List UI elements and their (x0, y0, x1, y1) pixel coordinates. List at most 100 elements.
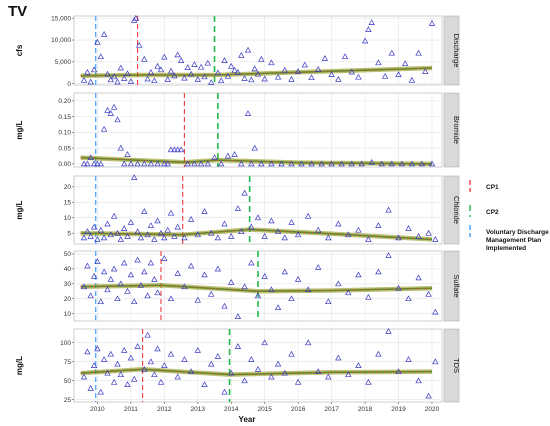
data-point (191, 61, 198, 67)
data-point (114, 229, 121, 236)
data-point (110, 265, 118, 272)
data-point (161, 53, 168, 60)
data-point (171, 146, 178, 153)
data-point (415, 274, 422, 281)
data-point (100, 356, 108, 362)
y-tick-label: 0.00 (58, 161, 71, 168)
panel-background (73, 92, 443, 168)
data-point (97, 226, 104, 233)
data-point (294, 378, 302, 385)
data-point (84, 228, 91, 235)
data-point (127, 160, 135, 167)
data-point (144, 231, 151, 238)
data-point (87, 384, 94, 391)
data-point (87, 154, 94, 160)
data-point (171, 232, 178, 239)
data-point (395, 234, 402, 241)
data-point (338, 160, 345, 167)
data-point (107, 275, 114, 282)
data-point (305, 212, 312, 219)
data-point (154, 160, 161, 167)
data-point (124, 151, 131, 157)
facet-strip-label: Sulfate (452, 274, 461, 297)
data-point (100, 30, 108, 37)
data-point (177, 146, 185, 153)
data-point (274, 73, 282, 80)
data-point (428, 160, 436, 167)
data-point (361, 37, 369, 44)
data-point (228, 62, 235, 69)
data-point (90, 272, 98, 279)
data-point (288, 295, 295, 302)
data-point (90, 223, 98, 230)
data-point (201, 381, 208, 387)
data-point (147, 68, 155, 75)
data-point (395, 71, 402, 77)
data-point (121, 75, 128, 81)
x-tick-label: 2013 (191, 406, 206, 413)
data-point (234, 205, 242, 211)
panel-sulfate: 10 20 30 40 50 Sulfate (64, 250, 461, 322)
data-point (305, 286, 312, 293)
figure-title: TV (8, 3, 27, 20)
data-point (187, 368, 195, 375)
data-point (251, 144, 258, 151)
y-tick-label: 10 (64, 215, 72, 222)
data-point (375, 222, 382, 228)
data-point (432, 308, 439, 315)
data-point (218, 77, 225, 84)
data-point (315, 264, 322, 270)
data-point (100, 125, 108, 132)
data-point (84, 68, 91, 75)
x-tick-label: 2019 (391, 406, 406, 413)
data-point (174, 146, 181, 153)
x-tick-label: 2015 (257, 406, 272, 413)
data-point (94, 38, 101, 45)
panel-discharge: 0 5,000 10,000 15,000 cfs Discharge (15, 14, 461, 88)
data-point (181, 356, 188, 362)
data-point (114, 78, 121, 85)
data-point (261, 75, 268, 82)
data-point (80, 234, 88, 241)
data-point (208, 229, 215, 236)
data-point (97, 298, 104, 305)
facet-strip-label: TDS (452, 358, 461, 373)
data-point (114, 295, 121, 302)
data-point (231, 151, 238, 157)
facet-strip-label: Bromide (452, 116, 461, 144)
data-point (298, 160, 305, 167)
data-point (204, 59, 211, 66)
data-point (151, 77, 158, 84)
y-tick-label: 5,000 (55, 59, 72, 66)
data-point (308, 74, 315, 81)
data-point (204, 160, 211, 167)
x-tick-label: 2011 (124, 406, 138, 413)
data-point (121, 259, 128, 266)
data-point (121, 346, 128, 353)
data-point (254, 365, 262, 372)
x-tick-label: 2016 (291, 406, 306, 413)
data-point (97, 388, 104, 395)
data-point (325, 298, 332, 305)
data-point (261, 339, 268, 346)
data-point (248, 356, 255, 362)
data-point (325, 234, 332, 241)
data-point (355, 271, 362, 278)
data-point (167, 209, 175, 216)
trend-line-red (80, 368, 433, 376)
y-axis-label: mg/L (15, 120, 24, 139)
data-point (100, 268, 108, 275)
y-tick-label: 15 (64, 199, 72, 206)
data-point (228, 369, 235, 376)
y-tick-label: 0 (67, 81, 71, 88)
data-point (174, 373, 181, 380)
data-point (228, 278, 235, 285)
data-point (318, 160, 325, 167)
data-point (315, 226, 322, 233)
data-point (107, 110, 114, 116)
data-point (80, 373, 88, 380)
y-tick-label: 20 (64, 184, 72, 191)
data-point (90, 66, 98, 73)
data-point (415, 232, 422, 239)
data-point (194, 75, 201, 82)
